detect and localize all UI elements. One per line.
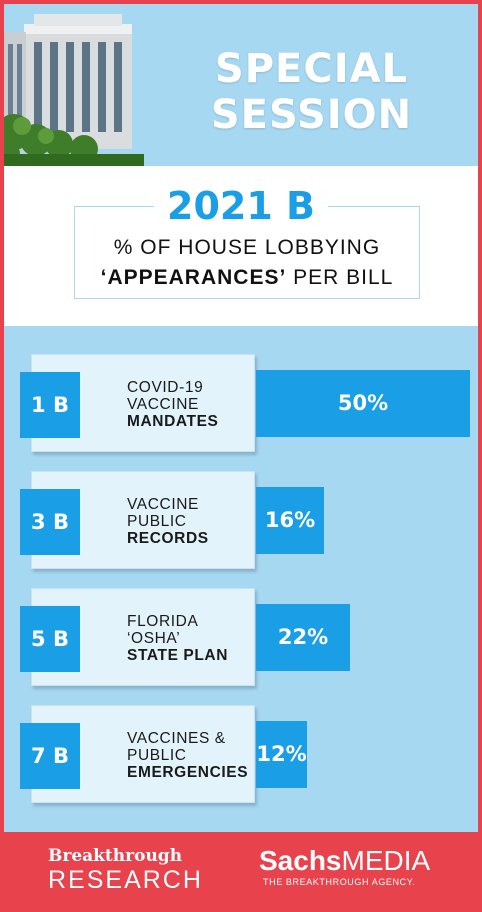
sachs-media-logo: SachsMEDIA THE BREAKTHROUGH AGENCY.	[259, 846, 430, 888]
chart-year-label: 2021 B	[154, 181, 328, 231]
bill-description-line: VACCINE	[127, 496, 199, 513]
bill-number-badge: 5 B	[20, 606, 80, 672]
logo-left-line-2: RESEARCH	[48, 866, 203, 894]
value-bar: 12%	[256, 721, 307, 788]
bill-description-bold: MANDATES	[127, 413, 219, 430]
bill-description: VACCINE PUBLIC RECORDS	[127, 496, 277, 547]
logo-left-line-1: Breakthrough	[48, 846, 183, 866]
bill-description-line: FLORIDA	[127, 613, 199, 630]
bill-number-badge: 7 B	[20, 723, 80, 789]
bill-description-line: ‘OSHA’	[127, 630, 181, 647]
subtitle-bold-word: ‘APPEARANCES’	[100, 266, 287, 289]
logo-right-bold: Sachs	[259, 845, 342, 876]
footer: Breakthrough RESEARCH SachsMEDIA THE BRE…	[4, 832, 478, 908]
breakthrough-research-logo: Breakthrough RESEARCH	[48, 846, 203, 894]
bill-description-line: VACCINES &	[127, 730, 226, 747]
title-line-2: SESSION	[210, 92, 413, 138]
bill-description-line: VACCINE	[127, 396, 199, 413]
chart-row: COVID-19 VACCINE MANDATES 1 B 50%	[4, 354, 478, 454]
logo-right-rest: MEDIA	[341, 845, 431, 876]
capitol-building-image	[4, 4, 144, 166]
chart-subtitle-line-2: ‘APPEARANCES’ PER BILL	[74, 266, 420, 290]
subtitle-band: 2021 B % OF HOUSE LOBBYING ‘APPEARANCES’…	[4, 166, 478, 326]
chart-row: FLORIDA ‘OSHA’ STATE PLAN 5 B 22%	[4, 588, 478, 688]
chart-subtitle-line-1: % OF HOUSE LOBBYING	[113, 236, 381, 259]
bill-description: COVID-19 VACCINE MANDATES	[127, 379, 277, 430]
value-bar: 22%	[256, 604, 350, 671]
bar-chart: COVID-19 VACCINE MANDATES 1 B 50% VACCINE PUBL…	[4, 326, 478, 832]
page-title: SPECIAL SESSION	[179, 46, 444, 138]
bill-number-badge: 1 B	[20, 372, 80, 438]
bill-description-bold: EMERGENCIES	[127, 764, 249, 781]
bill-description: VACCINES & PUBLIC EMERGENCIES	[127, 730, 277, 781]
bill-description-bold: STATE PLAN	[127, 647, 229, 664]
bill-description-bold: RECORDS	[127, 530, 209, 547]
chart-row: VACCINES & PUBLIC EMERGENCIES 7 B 12%	[4, 705, 478, 805]
value-bar: 50%	[256, 370, 470, 437]
bill-description-line: PUBLIC	[127, 513, 187, 530]
value-bar: 16%	[256, 487, 324, 554]
bill-description-line: COVID-19	[127, 379, 204, 396]
header: SPECIAL SESSION	[4, 4, 478, 166]
bill-number-badge: 3 B	[20, 489, 80, 555]
bill-description: FLORIDA ‘OSHA’ STATE PLAN	[127, 613, 277, 664]
logo-right-wordmark: SachsMEDIA	[259, 846, 430, 876]
bill-description-line: PUBLIC	[127, 747, 187, 764]
chart-row: VACCINE PUBLIC RECORDS 3 B 16%	[4, 471, 478, 571]
logo-right-tagline: THE BREAKTHROUGH AGENCY.	[263, 877, 416, 887]
subtitle-rest: PER BILL	[286, 266, 394, 289]
title-line-1: SPECIAL	[214, 46, 409, 92]
